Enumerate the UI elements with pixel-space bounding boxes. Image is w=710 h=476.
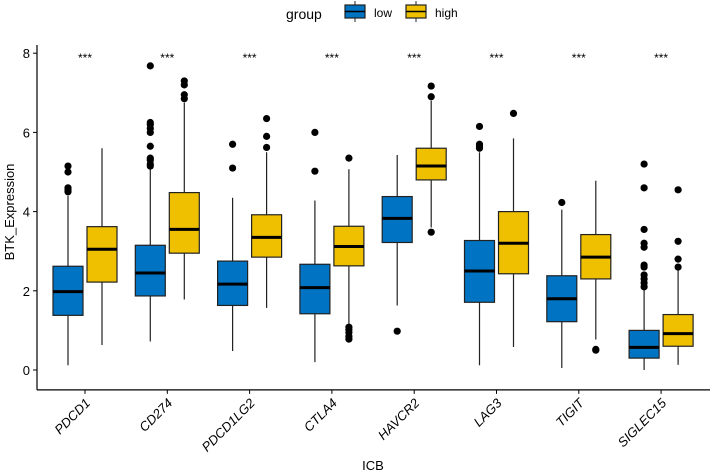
outlier-point (640, 225, 648, 234)
outlier-point (674, 263, 682, 271)
outlier-point (592, 345, 600, 354)
outlier-point (263, 132, 271, 140)
outlier-point (64, 162, 72, 170)
y-tick-label: 6 (23, 125, 30, 140)
y-axis-label: BTK_Expression (2, 164, 17, 261)
significance-label: *** (572, 51, 586, 65)
x-tick-label: CTLA4 (301, 395, 340, 434)
outlier-point (674, 186, 682, 194)
low-box (134, 244, 166, 297)
high-box (415, 147, 447, 181)
outlier-point (229, 164, 237, 172)
outlier-point (640, 239, 648, 247)
y-tick-label: 0 (23, 363, 30, 378)
y-tick-label: 4 (23, 205, 30, 220)
outlier-point (229, 140, 237, 148)
high-box (168, 191, 200, 254)
outlier-point (427, 82, 435, 90)
high-box (662, 313, 694, 347)
outlier-point (311, 167, 319, 175)
y-tick-label: 2 (23, 284, 30, 299)
outlier-point (558, 198, 566, 207)
x-tick-label: HAVCR2 (375, 395, 423, 443)
outlier-point (475, 122, 484, 131)
outlier-point (640, 184, 648, 192)
significance-label: *** (654, 51, 668, 65)
outlier-point (427, 93, 435, 101)
outlier-point (64, 184, 72, 192)
x-tick-label: TIGIT (553, 395, 588, 430)
outlier-point (427, 228, 435, 236)
outlier-point (640, 261, 648, 269)
legend-label-high: high (435, 6, 458, 20)
outlier-point (146, 62, 154, 70)
outlier-point (146, 118, 154, 127)
outlier-point (180, 77, 188, 85)
x-tick-label: PDCD1 (51, 395, 93, 437)
x-axis-label: ICB (362, 458, 384, 473)
outlier-point (311, 128, 319, 136)
high-box (86, 226, 118, 283)
outlier-point (263, 114, 271, 123)
x-tick-label: LAG3 (471, 395, 506, 430)
outlier-point (146, 154, 154, 162)
outlier-point (345, 154, 353, 162)
significance-label: *** (160, 51, 174, 65)
outlier-point (180, 91, 188, 99)
legend-title: group (286, 6, 322, 22)
outlier-point (640, 160, 648, 168)
outlier-point (509, 109, 518, 117)
significance-label: *** (489, 51, 503, 65)
x-tick-label: PDCD1LG2 (199, 395, 259, 455)
outlier-point (263, 143, 271, 152)
significance-label: *** (407, 51, 421, 65)
outlier-point (674, 255, 682, 263)
significance-label: *** (78, 51, 92, 65)
significance-label: *** (325, 51, 339, 65)
significance-label: *** (243, 51, 257, 65)
legend-label-low: low (374, 6, 392, 20)
x-tick-label: SIGLEC15 (615, 395, 670, 450)
x-tick-label: CD274 (136, 395, 175, 434)
low-box (628, 329, 660, 359)
y-tick-label: 8 (23, 46, 30, 61)
outlier-point (146, 142, 154, 150)
outlier-point (393, 327, 401, 335)
outlier-point (674, 237, 682, 245)
outlier-point (475, 140, 484, 148)
outlier-point (64, 168, 72, 176)
legend: group low high (286, 1, 458, 22)
outlier-point (345, 323, 353, 331)
outlier-point (640, 271, 648, 279)
